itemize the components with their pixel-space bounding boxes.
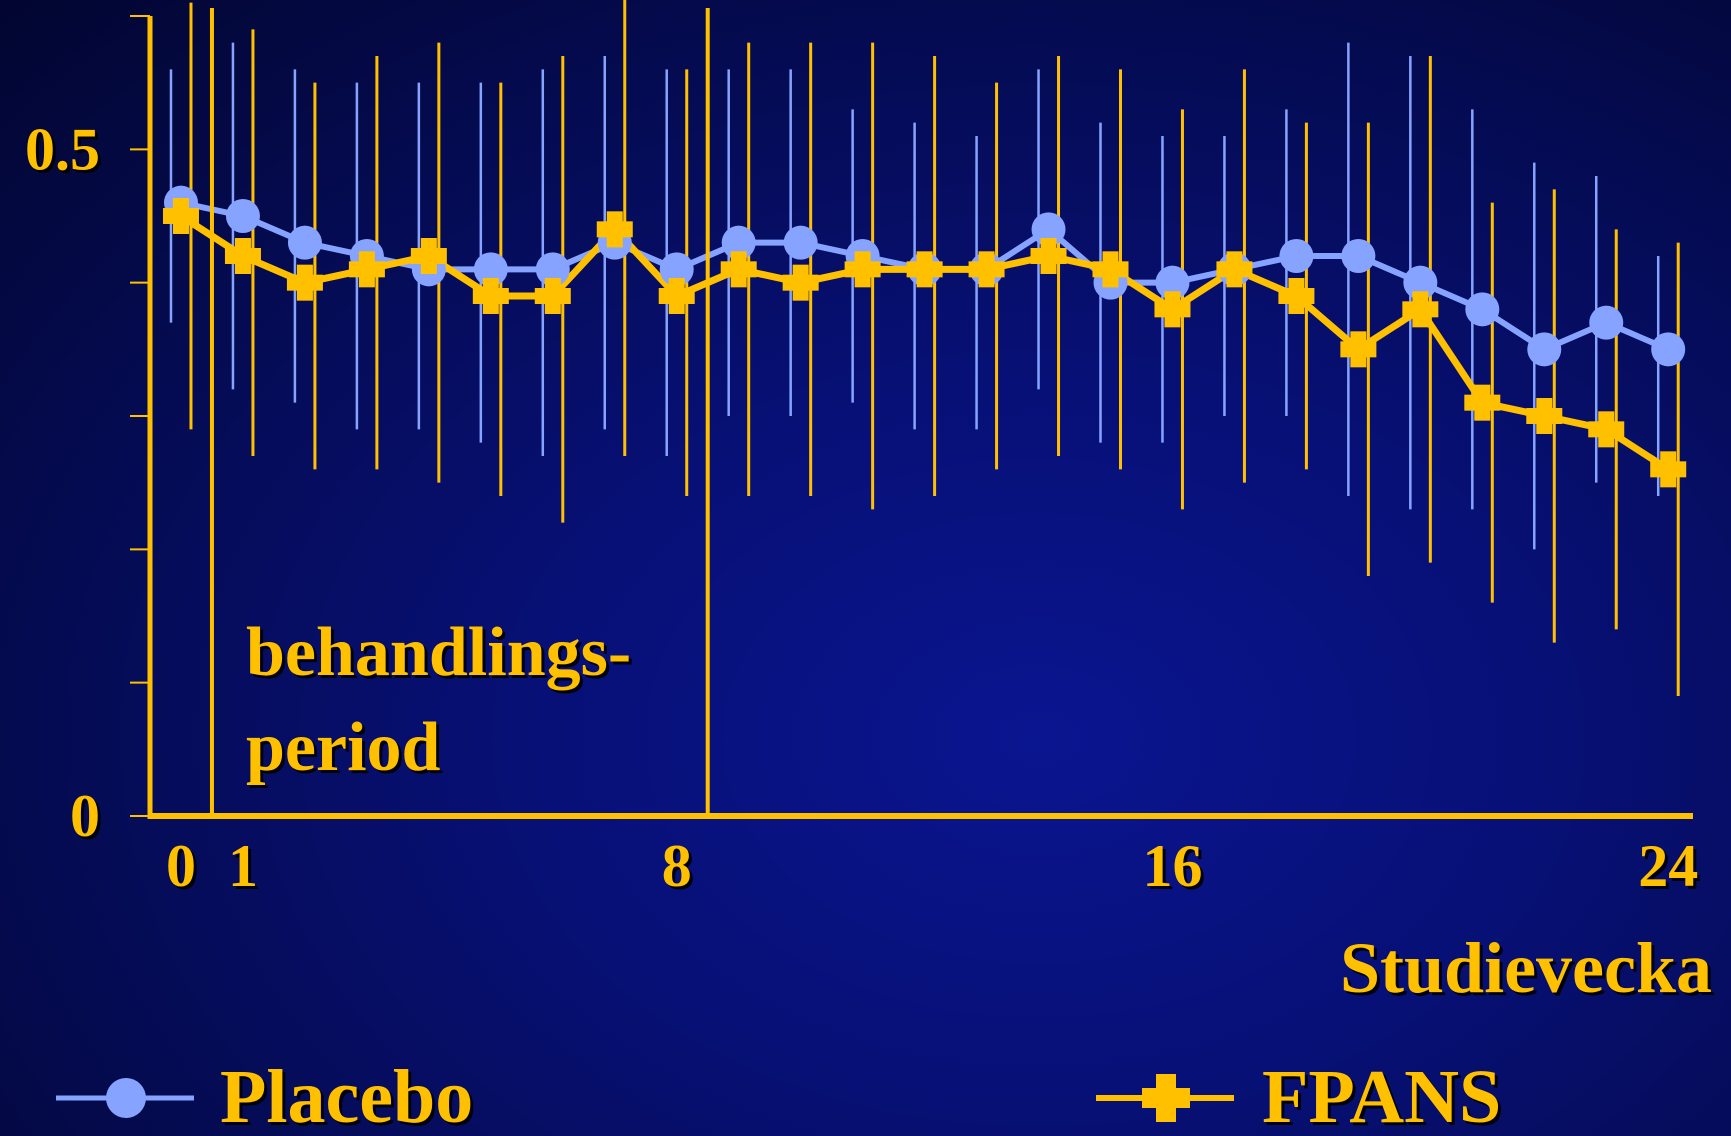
fpans-point: [410, 238, 447, 274]
placebo-point: [1651, 332, 1686, 367]
fpans-point: [348, 251, 385, 288]
placebo-point: [287, 225, 322, 260]
annotation-line-1: behandlings-: [246, 614, 631, 691]
fpans-point: [1340, 331, 1377, 368]
fpans-point: [534, 278, 571, 314]
placebo-point: [1279, 239, 1314, 273]
fpans-point: [1030, 238, 1067, 274]
fpans-point: [1154, 291, 1191, 328]
fpans-point: [472, 278, 509, 314]
placebo-point: [721, 225, 756, 260]
placebo-point: [659, 252, 694, 287]
fpans-point: [968, 251, 1005, 288]
fpans-point: [844, 251, 881, 288]
legend-item-placebo: Placebo: [56, 1055, 473, 1136]
fpans-point: [286, 264, 323, 301]
fpans-point: [224, 238, 261, 274]
fpans-point: [1464, 384, 1501, 421]
fpans-point: [1402, 291, 1439, 328]
legend-fpans-label: FPANS: [1262, 1055, 1501, 1136]
y-tick-label: 0.5: [25, 116, 100, 182]
fpans-point: [1588, 411, 1625, 448]
legend-placebo-label: Placebo: [220, 1055, 473, 1136]
fpans-point: [1278, 278, 1315, 314]
fpans-point: [596, 211, 633, 248]
placebo-point: [1341, 239, 1376, 273]
legend-item-fpans: FPANS: [1096, 1055, 1501, 1136]
fpans-point: [906, 251, 943, 288]
fpans-point: [720, 251, 757, 288]
x-tick-label: 0: [166, 833, 196, 899]
series-lines: [179, 199, 1671, 473]
fpans-point: [1092, 251, 1129, 288]
axes: [130, 8, 1693, 819]
legend-placebo-marker-icon: [106, 1078, 146, 1118]
placebo-point: [1155, 265, 1190, 300]
placebo-point: [1527, 332, 1562, 367]
fpans-point: [1650, 451, 1687, 488]
placebo-point: [1589, 305, 1624, 340]
placebo-point: [1403, 265, 1438, 300]
x-tick-label: 24: [1638, 833, 1698, 899]
legend: Placebo FPANS: [56, 1055, 1501, 1136]
labels: behandlings- period Studievecka: [246, 614, 1712, 1008]
error-bars: [169, 0, 1680, 696]
fpans-point: [1216, 251, 1253, 288]
legend-fpans-marker-icon: [1142, 1074, 1190, 1122]
x-axis-label: Studievecka: [1340, 928, 1712, 1008]
y-tick-label: 0: [70, 783, 100, 849]
fpans-point: [1526, 398, 1563, 434]
placebo-point: [225, 199, 260, 233]
series-markers: [162, 185, 1687, 488]
placebo-point: [1465, 292, 1500, 327]
placebo-point: [783, 225, 818, 260]
placebo-point: [535, 252, 570, 287]
placebo-point: [473, 252, 508, 287]
x-tick-label: 1: [228, 833, 258, 899]
tick-labels: 0 1 8 16 240.50: [25, 116, 1698, 899]
fpans-point: [658, 278, 695, 314]
fpans-point: [782, 264, 819, 301]
annotation-line-2: period: [246, 709, 441, 786]
x-tick-label: 8: [662, 833, 692, 899]
fpans-point: [162, 198, 199, 234]
placebo-point: [1031, 212, 1066, 247]
x-tick-label: 16: [1142, 833, 1202, 899]
